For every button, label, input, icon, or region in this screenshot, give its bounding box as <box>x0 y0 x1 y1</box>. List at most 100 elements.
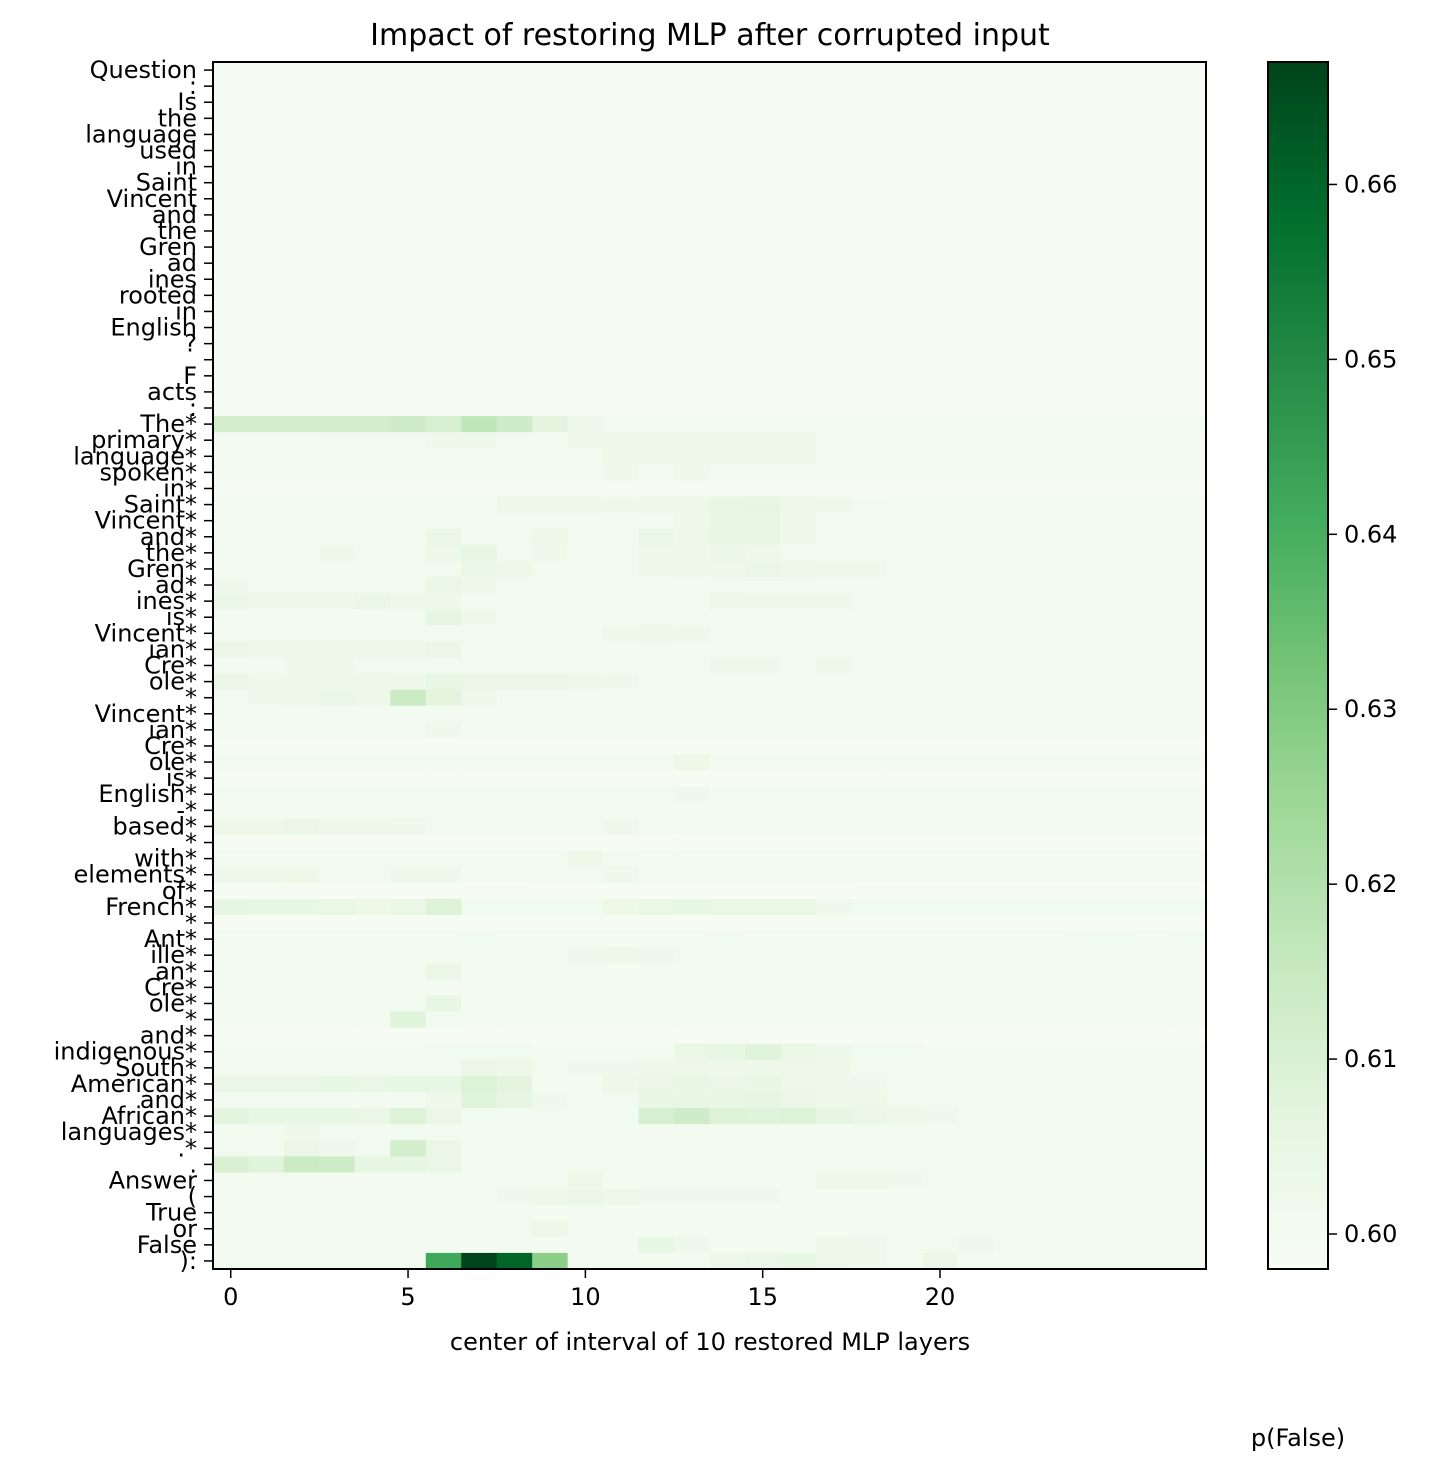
heatmap-cell <box>1099 544 1136 562</box>
heatmap-cell <box>319 850 356 868</box>
heatmap-cell <box>957 657 994 675</box>
heatmap-cell <box>532 351 569 369</box>
y-tick-label: ole* <box>149 748 197 776</box>
heatmap-cell <box>603 979 640 997</box>
heatmap-cell <box>815 1059 852 1077</box>
heatmap-cell <box>390 1140 427 1157</box>
heatmap-cell <box>638 979 675 997</box>
heatmap-cell <box>1028 979 1065 997</box>
heatmap-cell <box>603 609 640 626</box>
heatmap-cell <box>1028 544 1065 562</box>
heatmap-cell <box>1099 786 1136 803</box>
heatmap-cell <box>638 593 675 610</box>
heatmap-cell <box>603 512 640 530</box>
heatmap-cell <box>567 1172 604 1190</box>
heatmap-cell <box>567 576 604 594</box>
heatmap-cell <box>709 287 746 304</box>
heatmap-cell <box>248 464 285 482</box>
heatmap-cell <box>390 448 427 465</box>
heatmap-cell <box>1170 1172 1207 1190</box>
heatmap-cell <box>1135 609 1172 626</box>
heatmap-cell <box>638 1059 675 1077</box>
heatmap-cell <box>425 1075 462 1093</box>
heatmap-cell <box>993 834 1030 852</box>
heatmap-cell <box>886 1043 923 1061</box>
heatmap-cell <box>354 496 391 514</box>
heatmap-cell <box>851 399 888 417</box>
heatmap-cell <box>1135 1236 1172 1254</box>
heatmap-cell <box>922 190 959 208</box>
y-tick-label: Saint <box>136 169 197 197</box>
heatmap-cell <box>993 287 1030 304</box>
heatmap-cell <box>532 576 569 594</box>
heatmap-cell <box>390 528 427 546</box>
heatmap-cell <box>744 110 782 127</box>
heatmap-cell <box>319 1011 356 1029</box>
heatmap-cell <box>496 480 533 498</box>
heatmap-cell <box>213 1220 250 1238</box>
heatmap-cell <box>1135 1252 1172 1270</box>
heatmap-cell <box>886 1204 923 1222</box>
heatmap-cell <box>496 287 533 304</box>
heatmap-cell <box>213 1172 250 1190</box>
heatmap-cell <box>603 1027 640 1045</box>
heatmap-cell <box>957 432 994 449</box>
heatmap-cell <box>496 464 533 482</box>
heatmap-cell <box>922 110 959 127</box>
heatmap-cell <box>993 496 1030 514</box>
heatmap-cell <box>425 818 462 836</box>
heatmap-cell <box>1028 142 1065 160</box>
heatmap-cell <box>709 1172 746 1190</box>
heatmap-cell <box>319 818 356 836</box>
heatmap-cell <box>1135 914 1172 932</box>
heatmap-cell <box>1028 351 1065 369</box>
heatmap-cell <box>815 416 852 433</box>
heatmap-cell <box>283 947 320 964</box>
heatmap-cell <box>390 1091 427 1109</box>
heatmap-cell <box>638 770 675 787</box>
heatmap-cell <box>390 351 427 369</box>
heatmap-cell <box>1064 255 1101 272</box>
heatmap-cell <box>1099 625 1136 642</box>
heatmap-cell <box>638 1252 675 1270</box>
y-tick-label: in <box>175 297 197 325</box>
heatmap-cell <box>922 770 959 787</box>
heatmap-cell <box>709 786 746 803</box>
heatmap-cell <box>248 1027 285 1045</box>
heatmap-cell <box>709 1140 746 1157</box>
heatmap-cell <box>1170 528 1207 546</box>
heatmap-cell <box>674 544 711 562</box>
heatmap-cell <box>815 818 852 836</box>
y-tick-label: * <box>185 909 197 937</box>
heatmap-cell <box>567 641 604 659</box>
heatmap-cell <box>390 174 427 192</box>
heatmap-cell <box>638 560 675 578</box>
heatmap-cell <box>496 158 533 176</box>
heatmap-cell <box>886 1091 923 1109</box>
heatmap-cell <box>674 754 711 771</box>
heatmap-cell <box>248 866 285 884</box>
heatmap-cell <box>886 1124 923 1141</box>
heatmap-cell <box>674 255 711 272</box>
heatmap-cell <box>1099 1075 1136 1093</box>
y-tick-label: ines <box>148 265 197 293</box>
heatmap-cell <box>993 110 1030 127</box>
heatmap-cell <box>744 496 782 514</box>
heatmap-cell <box>390 1108 427 1125</box>
heatmap-cell <box>425 721 462 739</box>
heatmap-cell <box>638 158 675 176</box>
heatmap-cell <box>567 255 604 272</box>
heatmap-cell <box>496 963 533 980</box>
heatmap-cell <box>319 174 356 192</box>
heatmap-cell <box>603 898 640 916</box>
heatmap-cell <box>886 882 923 900</box>
heatmap-cell <box>886 1075 923 1093</box>
heatmap-cell <box>603 850 640 868</box>
heatmap-cell <box>319 1027 356 1045</box>
heatmap-cell <box>496 947 533 964</box>
heatmap-cell <box>213 110 250 127</box>
heatmap-cell <box>532 1059 569 1077</box>
heatmap-cell <box>957 206 994 224</box>
heatmap-cell <box>886 1172 923 1190</box>
heatmap-cell <box>780 609 817 626</box>
